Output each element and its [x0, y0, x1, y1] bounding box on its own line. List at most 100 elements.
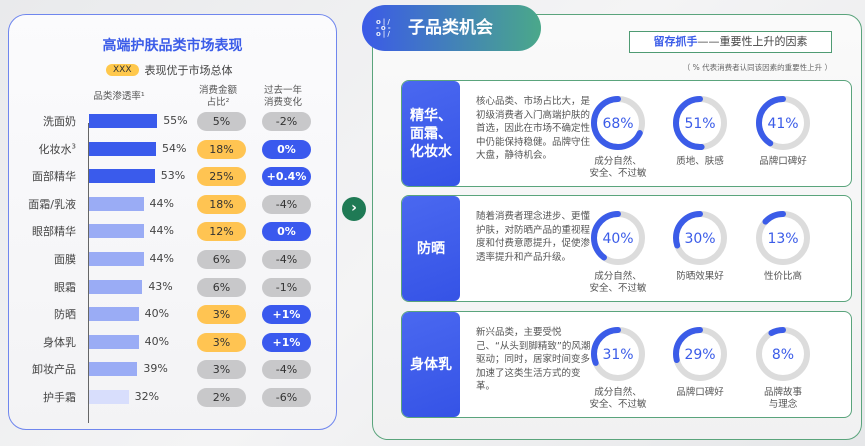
bar: [89, 114, 158, 128]
col-header-change: 过去一年 消费变化: [263, 85, 302, 108]
factor-ring: 51% 质地、肤感: [660, 93, 740, 168]
factor-ring: 30% 防晒效果好: [660, 208, 740, 283]
share-pill: 2%: [197, 388, 246, 407]
card-category-name: 防晒: [402, 196, 460, 301]
factor-label: 品牌故事 与理念: [763, 387, 802, 410]
bar: [89, 362, 138, 377]
donut-gauge: 8%: [756, 327, 810, 381]
decor-icon: o|/-o-o|/: [376, 18, 393, 38]
card-category-name: 身体乳: [402, 312, 460, 417]
gauge-fill: [591, 211, 645, 265]
category-label: 眼部精华: [32, 225, 76, 239]
change-pill: +0.4%: [262, 167, 311, 187]
factor-label: 品牌口碑好: [759, 156, 807, 167]
change-pill: -1%: [262, 277, 311, 297]
factor-label: 防晒效果好: [676, 271, 724, 282]
factor-label: 性价比高: [763, 271, 802, 282]
table-row: 眼霜 43% 6% -1%: [9, 277, 336, 297]
category-label: 身体乳: [43, 335, 76, 349]
share-pill: 12%: [197, 222, 246, 242]
table-row: 眼部精华 44% 12% 0%: [9, 221, 336, 242]
gauge-fill: [756, 327, 810, 381]
factor-label: 成分自然、 安全、不过敏: [589, 271, 647, 294]
bar: [89, 196, 144, 211]
bar: [89, 390, 129, 404]
donut-gauge: 51%: [673, 96, 727, 150]
bar: [89, 169, 155, 184]
gauge-fill: [756, 211, 810, 265]
category-label: 面部精华: [32, 170, 76, 184]
bar-value-label: 40%: [144, 334, 170, 348]
card-description: 随着消费者理念进步、更懂护肤，对防晒产品的重视程度和付费意愿提升，促使渗透率提升…: [476, 211, 591, 263]
donut-gauge: 13%: [756, 211, 810, 265]
legend-text: 表现优于市场总体: [144, 64, 233, 77]
change-pill: +1%: [262, 305, 311, 325]
gauge-value: 40%: [602, 231, 633, 247]
factor-box: 留存抓手——重要性上升的因素: [629, 31, 832, 53]
factor-ring: 31% 成分自然、 安全、不过敏: [578, 324, 658, 411]
legend: XXX 表现优于市场总体: [106, 62, 233, 78]
change-pill: -4%: [262, 360, 311, 380]
chart-axis: [88, 123, 89, 423]
donut-gauge: 31%: [591, 327, 645, 381]
bar: [89, 334, 139, 349]
panel-title: 高端护肤品类市场表现: [102, 38, 243, 54]
gauge-value: 31%: [602, 347, 633, 363]
gauge-value: 41%: [767, 116, 798, 132]
donut-gauge: 30%: [673, 211, 727, 265]
category-label: 眼霜: [54, 280, 76, 294]
category-label: 化妆水3: [38, 141, 76, 156]
factor-ring: 13% 性价比高: [743, 208, 823, 283]
table-row: 防晒 40% 3% +1%: [9, 304, 336, 325]
category-label: 卸妆产品: [32, 363, 76, 377]
card-category-name: 精华、 面霜、 化妆水: [402, 81, 460, 186]
bar: [89, 252, 144, 266]
gauge-fill: [756, 96, 810, 150]
share-pill: 3%: [197, 305, 246, 325]
bar: [89, 279, 143, 294]
donut-gauge: 40%: [591, 211, 645, 265]
chevron-right-icon: ›: [342, 197, 366, 221]
factor-label: 品牌口碑好: [676, 387, 724, 398]
gauge-fill: [673, 211, 727, 265]
card-description: 新兴品类，主要受悦己、“从头到脚精致”的风潮驱动；同时，居家时间变多加速了这类生…: [476, 327, 591, 392]
donut-gauge: 41%: [756, 96, 810, 150]
col-header-penetration: 品类渗透率¹: [93, 91, 145, 102]
subcategory-card: 精华、 面霜、 化妆水 核心品类、市场占比大，是初级消费者入门高端护肤的首选，因…: [401, 80, 852, 187]
category-label: 护手霜: [43, 391, 76, 404]
bar: [89, 141, 156, 156]
factor-ring: 40% 成分自然、 安全、不过敏: [578, 208, 658, 295]
bar-value-label: 39%: [143, 362, 168, 376]
gauge-fill: [673, 96, 727, 150]
gauge-value: 29%: [684, 347, 715, 363]
bar-value-label: 40%: [144, 307, 170, 321]
gauge-value: 30%: [684, 231, 715, 247]
bar-value-label: 44%: [149, 252, 174, 265]
bar-value-label: 53%: [160, 169, 186, 183]
bar-value-label: 54%: [161, 141, 187, 155]
change-pill: 0%: [262, 222, 311, 242]
gauge-value: 51%: [684, 116, 715, 132]
share-pill: 3%: [197, 360, 246, 380]
table-row: 面膜 44% 6% -4%: [9, 249, 336, 269]
bar-value-label: 44%: [149, 224, 174, 238]
factor-label: 成分自然、 安全、不过敏: [589, 156, 647, 179]
factor-ring: 41% 品牌口碑好: [743, 93, 823, 168]
share-pill: 3%: [197, 332, 246, 352]
table-row: 身体乳 40% 3% +1%: [9, 332, 336, 352]
share-pill: 6%: [197, 250, 246, 269]
bar-value-label: 43%: [148, 279, 173, 293]
section-title: 子品类机会: [408, 18, 493, 38]
gauge-fill: [591, 327, 645, 381]
bar: [89, 307, 139, 322]
factor-label: 质地、肤感: [676, 156, 724, 167]
factor-ring: 29% 品牌口碑好: [660, 324, 740, 399]
table-row: 洗面奶 55% 5% -2%: [9, 111, 336, 131]
change-pill: -6%: [262, 388, 311, 407]
share-pill: 18%: [197, 139, 246, 159]
gauge-fill: [591, 96, 645, 150]
category-label: 面膜: [54, 253, 76, 266]
category-label: 防晒: [54, 308, 76, 322]
bar-value-label: 32%: [134, 390, 160, 403]
share-pill: 5%: [197, 112, 246, 131]
